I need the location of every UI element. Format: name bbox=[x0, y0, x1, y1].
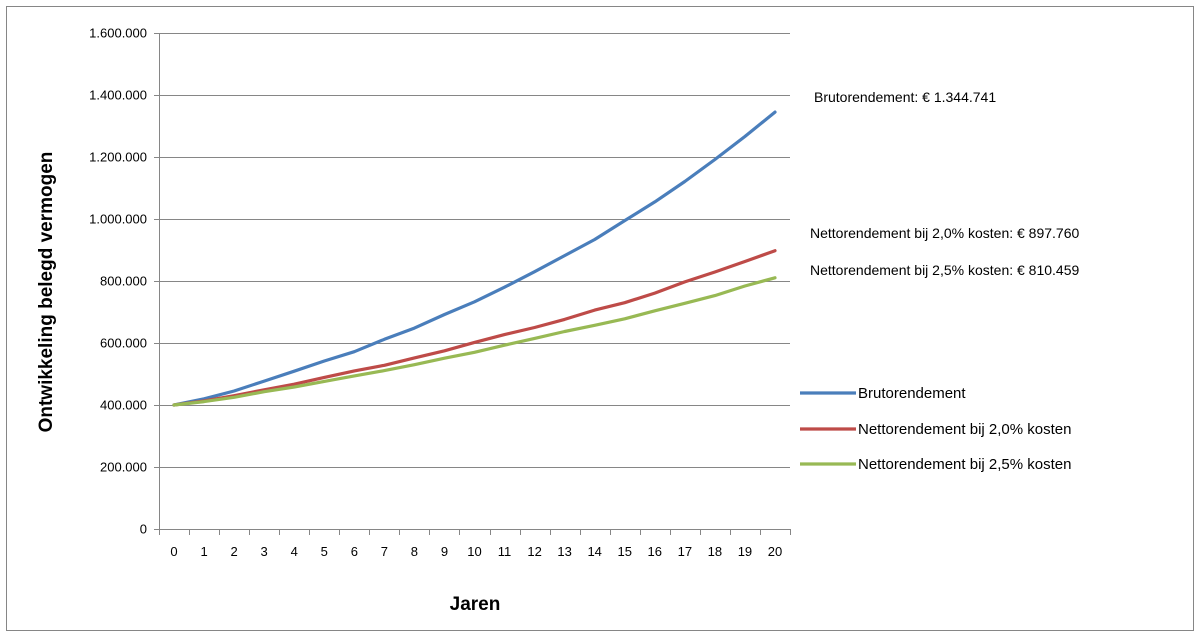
chart-frame bbox=[7, 7, 1194, 631]
y-tick-label: 800.000 bbox=[100, 274, 147, 289]
legend-label-1: Nettorendement bij 2,0% kosten bbox=[858, 421, 1071, 438]
x-tick-label: 6 bbox=[351, 544, 358, 559]
x-tick-label: 17 bbox=[678, 544, 692, 559]
y-axis-title: Ontwikkeling belegd vermogen bbox=[36, 152, 57, 433]
x-tick-label: 1 bbox=[200, 544, 207, 559]
y-tick-label: 200.000 bbox=[100, 460, 147, 475]
x-tick-label: 4 bbox=[291, 544, 298, 559]
x-axis-title: Jaren bbox=[450, 594, 501, 615]
x-tick-label: 19 bbox=[738, 544, 752, 559]
annotation-netto-2-5: Nettorendement bij 2,5% kosten: € 810.45… bbox=[810, 262, 1080, 278]
legend-label-0: Brutorendement bbox=[858, 385, 966, 402]
x-tick-label: 7 bbox=[381, 544, 388, 559]
x-tick-label: 3 bbox=[261, 544, 268, 559]
x-tick-label: 2 bbox=[231, 544, 238, 559]
legend-label-2: Nettorendement bij 2,5% kosten bbox=[858, 456, 1071, 473]
y-tick-label: 0 bbox=[140, 522, 147, 537]
x-tick-label: 18 bbox=[708, 544, 722, 559]
x-tick-label: 16 bbox=[648, 544, 662, 559]
annotation-netto-2-0: Nettorendement bij 2,0% kosten: € 897.76… bbox=[810, 225, 1080, 241]
y-tick-label: 400.000 bbox=[100, 398, 147, 413]
x-tick-label: 14 bbox=[587, 544, 601, 559]
x-tick-label: 15 bbox=[618, 544, 632, 559]
x-tick-label: 9 bbox=[441, 544, 448, 559]
annotation-bruto: Brutorendement: € 1.344.741 bbox=[814, 89, 996, 105]
x-tick-label: 20 bbox=[768, 544, 782, 559]
y-tick-label: 600.000 bbox=[100, 336, 147, 351]
x-tick-label: 10 bbox=[467, 544, 481, 559]
y-tick-label: 1.200.000 bbox=[89, 150, 147, 165]
x-tick-label: 12 bbox=[527, 544, 541, 559]
y-tick-label: 1.400.000 bbox=[89, 88, 147, 103]
y-tick-label: 1.000.000 bbox=[89, 212, 147, 227]
x-tick-label: 11 bbox=[498, 544, 512, 559]
y-tick-label: 1.600.000 bbox=[89, 26, 147, 41]
x-tick-label: 0 bbox=[170, 544, 177, 559]
x-tick-label: 5 bbox=[321, 544, 328, 559]
x-tick-label: 13 bbox=[557, 544, 571, 559]
x-tick-label: 8 bbox=[411, 544, 418, 559]
